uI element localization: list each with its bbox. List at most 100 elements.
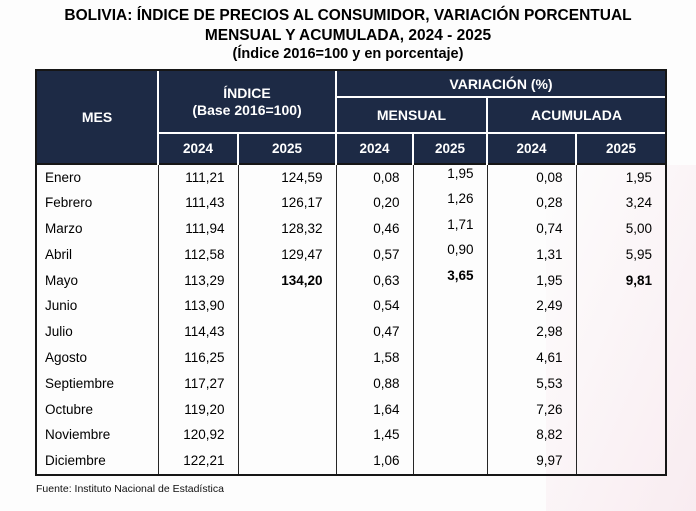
cell-acumulada-2025: 5,95 bbox=[575, 241, 665, 268]
table-row: Marzo 111,94 128,32 0,46 1,71 0,74 5,00 bbox=[37, 215, 665, 242]
header-acumulada-2025: 2025 bbox=[575, 132, 665, 164]
cell-mensual-2024: 0,47 bbox=[335, 318, 413, 345]
table-row: Mayo 113,29 134,20 0,63 3,65 1,95 9,81 bbox=[37, 267, 665, 293]
cell-mensual-2025: 3,65 bbox=[412, 267, 487, 293]
header-acumulada: ACUMULADA bbox=[486, 96, 665, 134]
header-indice-line1: ÍNDICE bbox=[223, 84, 271, 101]
cell-acumulada-2025: 1,95 bbox=[575, 164, 665, 190]
cell-acumulada-2025 bbox=[575, 421, 665, 448]
cell-acumulada-2025 bbox=[575, 292, 665, 319]
cell-indice-2025 bbox=[237, 344, 336, 371]
cell-acumulada-2025: 9,81 bbox=[575, 267, 665, 293]
cell-acumulada-2025 bbox=[575, 396, 665, 422]
header-row-years: 2024 2025 2024 2025 2024 2025 bbox=[37, 132, 665, 164]
cell-acumulada-2024: 0,08 bbox=[486, 164, 576, 190]
cell-indice-2024: 120,92 bbox=[157, 421, 238, 448]
cell-acumulada-2024: 9,97 bbox=[486, 447, 576, 474]
header-row-2: MENSUAL ACUMULADA bbox=[37, 96, 665, 134]
cell-indice-2024: 116,25 bbox=[157, 344, 238, 371]
cell-mes: Octubre bbox=[45, 401, 94, 417]
cell-acumulada-2025 bbox=[575, 344, 665, 371]
cell-mes: Febrero bbox=[45, 195, 93, 211]
cell-mensual-2024: 0,46 bbox=[335, 215, 413, 242]
cell-acumulada-2024: 1,31 bbox=[486, 241, 576, 268]
cell-acumulada-2025: 5,00 bbox=[575, 215, 665, 242]
cell-mes: Agosto bbox=[45, 349, 88, 365]
table-row: Abril 112,58 129,47 0,57 0,90 1,31 5,95 bbox=[37, 241, 665, 268]
cell-indice-2024: 113,29 bbox=[157, 267, 238, 293]
cell-mensual-2024: 1,64 bbox=[335, 396, 413, 422]
cell-mes: Mayo bbox=[45, 272, 79, 288]
header-mensual-2024: 2024 bbox=[335, 132, 414, 164]
cell-indice-2024: 119,20 bbox=[157, 396, 238, 422]
title-line-3: (Índice 2016=100 y en porcentaje) bbox=[232, 46, 464, 62]
cell-indice-2024: 117,27 bbox=[157, 370, 238, 397]
cell-mensual-2025 bbox=[412, 318, 487, 345]
cell-indice-2025 bbox=[237, 318, 336, 345]
cell-acumulada-2024: 0,28 bbox=[486, 189, 576, 216]
cell-indice-2025: 128,32 bbox=[237, 215, 336, 242]
table-header: MES ÍNDICE (Base 2016=100) VARIACIÓN (%)… bbox=[37, 71, 665, 164]
table-row: Noviembre 120,92 1,45 8,82 bbox=[37, 421, 665, 448]
cell-acumulada-2024: 1,95 bbox=[486, 267, 576, 293]
header-indice-2025: 2025 bbox=[237, 132, 337, 164]
cell-mes: Septiembre bbox=[45, 375, 115, 391]
cpi-table-container: MES ÍNDICE (Base 2016=100) VARIACIÓN (%)… bbox=[35, 69, 667, 476]
chart-title-block: BOLIVIA: ÍNDICE DE PRECIOS AL CONSUMIDOR… bbox=[0, 0, 696, 65]
cell-mensual-2025 bbox=[412, 396, 487, 422]
cell-mes: Enero bbox=[45, 169, 82, 185]
header-mes: MES bbox=[37, 71, 159, 164]
cell-acumulada-2025 bbox=[575, 447, 665, 474]
table-row: Agosto 116,25 1,58 4,61 bbox=[37, 344, 665, 371]
table-row: Enero 111,21 124,59 0,08 1,95 0,08 1,95 bbox=[37, 164, 665, 190]
cell-mensual-2024: 1,58 bbox=[335, 344, 413, 371]
header-row-1: MES ÍNDICE (Base 2016=100) VARIACIÓN (%) bbox=[37, 71, 665, 164]
cell-indice-2025 bbox=[237, 421, 336, 448]
cell-acumulada-2024: 2,98 bbox=[486, 318, 576, 345]
cell-mensual-2025: 1,71 bbox=[412, 215, 487, 242]
table-body: Enero 111,21 124,59 0,08 1,95 0,08 1,95 … bbox=[37, 164, 665, 474]
cell-mensual-2025 bbox=[412, 447, 487, 474]
header-mensual-2025: 2025 bbox=[412, 132, 488, 164]
cell-indice-2024: 112,58 bbox=[157, 241, 238, 268]
source-note: Fuente: Instituto Nacional de Estadístic… bbox=[36, 483, 224, 495]
header-mensual: MENSUAL bbox=[335, 96, 488, 134]
table-row: Septiembre 117,27 0,88 5,53 bbox=[37, 370, 665, 397]
cell-mensual-2024: 0,54 bbox=[335, 292, 413, 319]
cell-mensual-2024: 0,88 bbox=[335, 370, 413, 397]
cell-indice-2024: 111,43 bbox=[157, 189, 238, 216]
cell-indice-2025: 126,17 bbox=[237, 189, 336, 216]
table-row: Diciembre 122,21 1,06 9,97 bbox=[37, 447, 665, 474]
cell-indice-2025 bbox=[237, 447, 336, 474]
cell-acumulada-2024: 2,49 bbox=[486, 292, 576, 319]
table-row: Julio 114,43 0,47 2,98 bbox=[37, 318, 665, 345]
table-row: Febrero 111,43 126,17 0,20 1,26 0,28 3,2… bbox=[37, 189, 665, 216]
cell-mensual-2024: 0,20 bbox=[335, 189, 413, 216]
cell-indice-2024: 111,21 bbox=[157, 164, 238, 190]
header-variacion: VARIACIÓN (%) bbox=[335, 71, 665, 98]
cell-indice-2025 bbox=[237, 292, 336, 319]
title-line-2: MENSUAL Y ACUMULADA, 2024 - 2025 bbox=[204, 26, 492, 44]
header-indice-line2: (Base 2016=100) bbox=[192, 101, 302, 118]
header-indice-2024: 2024 bbox=[157, 132, 239, 164]
cell-indice-2025: 124,59 bbox=[237, 164, 336, 190]
cell-indice-2025: 129,47 bbox=[237, 241, 336, 268]
cell-acumulada-2025 bbox=[575, 370, 665, 397]
title-line-1: BOLIVIA: ÍNDICE DE PRECIOS AL CONSUMIDOR… bbox=[64, 7, 632, 24]
cell-mensual-2025 bbox=[412, 292, 487, 319]
cell-indice-2025 bbox=[237, 370, 336, 397]
cell-mes: Abril bbox=[45, 246, 73, 262]
table-row: Junio 113,90 0,54 2,49 bbox=[37, 292, 665, 319]
cell-mensual-2024: 0,08 bbox=[335, 164, 413, 190]
header-acumulada-2024: 2024 bbox=[486, 132, 577, 164]
cpi-table: MES ÍNDICE (Base 2016=100) VARIACIÓN (%)… bbox=[37, 71, 665, 474]
cell-acumulada-2024: 8,82 bbox=[486, 421, 576, 448]
cell-indice-2025 bbox=[237, 396, 336, 422]
cell-mes: Junio bbox=[45, 298, 78, 314]
cell-mensual-2024: 0,57 bbox=[335, 241, 413, 268]
cell-mes: Noviembre bbox=[45, 427, 111, 443]
cell-mes: Diciembre bbox=[45, 453, 106, 469]
cell-mensual-2024: 0,63 bbox=[335, 267, 413, 293]
cell-indice-2024: 111,94 bbox=[157, 215, 238, 242]
cell-acumulada-2024: 7,26 bbox=[486, 396, 576, 422]
